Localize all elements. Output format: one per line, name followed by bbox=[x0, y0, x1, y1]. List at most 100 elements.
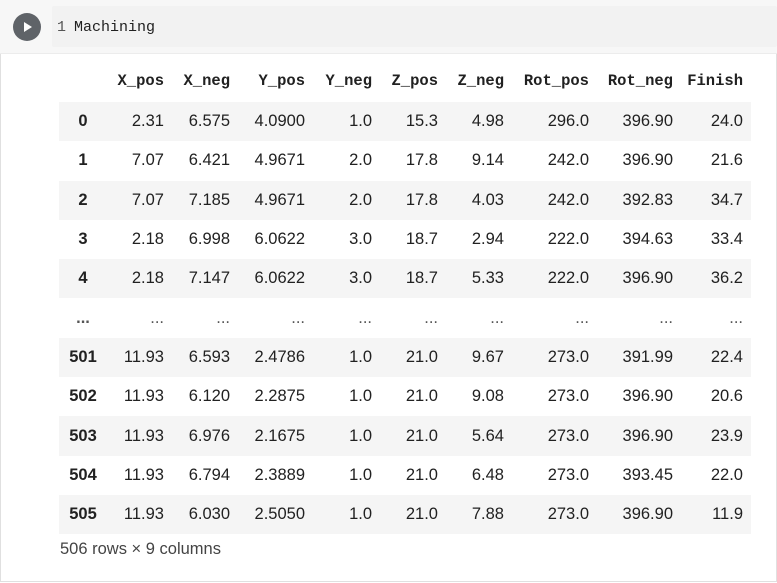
table-cell: 222.0 bbox=[547, 269, 589, 288]
table-cell: 17.8 bbox=[405, 151, 438, 170]
table-cell: 6.48 bbox=[471, 465, 504, 484]
row-index: 501 bbox=[69, 347, 97, 366]
table-cell: 4.9671 bbox=[254, 151, 305, 170]
header-row: X_pos X_neg Y_pos Y_neg Z_pos Z_neg Rot_… bbox=[59, 60, 751, 102]
row-index: 4 bbox=[78, 269, 88, 288]
table-row: 502 11.93 6.120 2.2875 1.0 21.0 9.08 273.0 396.9… bbox=[59, 377, 751, 416]
index-header bbox=[59, 60, 107, 102]
column-header: Finish bbox=[687, 72, 743, 90]
table-cell: 6.120 bbox=[188, 387, 230, 406]
table-cell: 2.3889 bbox=[254, 465, 305, 484]
table-cell: 2.4786 bbox=[254, 347, 305, 366]
table-cell: 222.0 bbox=[547, 230, 589, 249]
table-cell: 9.67 bbox=[471, 347, 504, 366]
table-cell: 4.03 bbox=[471, 190, 504, 209]
column-header: Y_neg bbox=[325, 72, 372, 90]
row-index: 505 bbox=[69, 505, 97, 524]
table-row: 501 11.93 6.593 2.4786 1.0 21.0 9.67 273.0 391.9… bbox=[59, 337, 751, 378]
table-cell: 2.5050 bbox=[254, 505, 305, 524]
table-cell: 21.0 bbox=[405, 387, 438, 406]
table-cell: 2.31 bbox=[131, 112, 164, 131]
table-cell: 21.0 bbox=[405, 426, 438, 445]
run-cell-button[interactable] bbox=[13, 13, 41, 41]
table-cell: 273.0 bbox=[547, 505, 589, 524]
table-cell: 394.63 bbox=[622, 230, 673, 249]
table-cell: 2.1675 bbox=[254, 426, 305, 445]
column-header: Z_neg bbox=[457, 72, 504, 90]
table-cell: 6.575 bbox=[188, 112, 230, 131]
table-cell: 3.0 bbox=[349, 230, 372, 249]
table-cell: 242.0 bbox=[547, 151, 589, 170]
table-cell: 5.33 bbox=[471, 269, 504, 288]
table-cell: ... bbox=[659, 308, 673, 327]
table-cell: 33.4 bbox=[710, 230, 743, 249]
table-cell: 1.0 bbox=[349, 112, 372, 131]
table-cell: 1.0 bbox=[349, 347, 372, 366]
table-cell: ... bbox=[150, 308, 164, 327]
table-cell: 2.0 bbox=[349, 151, 372, 170]
table-cell: 392.83 bbox=[622, 190, 673, 209]
table-cell: 1.0 bbox=[349, 465, 372, 484]
table-cell: 1.0 bbox=[349, 426, 372, 445]
table-row: 504 11.93 6.794 2.3889 1.0 21.0 6.48 273.0 393.4… bbox=[59, 456, 751, 495]
table-row: 505 11.93 6.030 2.5050 1.0 21.0 7.88 273.0 396.9… bbox=[59, 494, 751, 535]
table-cell: 21.6 bbox=[710, 151, 743, 170]
table-cell: 6.976 bbox=[188, 426, 230, 445]
play-icon bbox=[21, 21, 33, 33]
table-cell: ... bbox=[291, 308, 305, 327]
row-index: 502 bbox=[69, 387, 97, 406]
table-cell: 22.4 bbox=[710, 347, 743, 366]
table-cell: 4.9671 bbox=[254, 190, 305, 209]
table-cell: 1.0 bbox=[349, 505, 372, 524]
table-cell: 6.593 bbox=[188, 347, 230, 366]
table-cell: 2.0 bbox=[349, 190, 372, 209]
table-cell: 396.90 bbox=[622, 426, 673, 445]
table-cell: 7.147 bbox=[188, 269, 230, 288]
table-cell: 20.6 bbox=[710, 387, 743, 406]
table-cell: 15.3 bbox=[405, 112, 438, 131]
table-cell: 11.9 bbox=[712, 505, 743, 524]
table-cell: 18.7 bbox=[405, 269, 438, 288]
table-cell: 2.2875 bbox=[254, 387, 305, 406]
column-header: X_neg bbox=[183, 72, 230, 90]
code-editor[interactable] bbox=[52, 6, 777, 47]
table-cell: 18.7 bbox=[405, 230, 438, 249]
table-cell: ... bbox=[216, 308, 230, 327]
table-cell: 6.998 bbox=[188, 230, 230, 249]
table-cell: 24.0 bbox=[710, 112, 743, 131]
row-index: 3 bbox=[78, 230, 88, 249]
table-row: 1 7.07 6.421 4.9671 2.0 17.8 9.14 242.0 396.90 21… bbox=[59, 141, 751, 180]
table-cell: 273.0 bbox=[547, 426, 589, 445]
table-cell: 21.0 bbox=[405, 347, 438, 366]
table-cell: 9.14 bbox=[471, 151, 504, 170]
table-cell: 7.07 bbox=[131, 190, 164, 209]
table-cell: 36.2 bbox=[710, 269, 743, 288]
table-cell: 391.99 bbox=[622, 347, 673, 366]
table-cell: 11.93 bbox=[123, 426, 164, 445]
code-cell: 1 Machining bbox=[0, 0, 777, 54]
column-header: Rot_neg bbox=[607, 72, 673, 90]
table-cell: 21.0 bbox=[405, 465, 438, 484]
table-cell: 3.0 bbox=[349, 269, 372, 288]
code-line: 1 Machining bbox=[57, 17, 155, 37]
table-cell: 396.90 bbox=[622, 387, 673, 406]
table-cell: 2.94 bbox=[471, 230, 504, 249]
ellipsis-row: .............................. bbox=[59, 298, 751, 337]
table-cell: 7.88 bbox=[471, 505, 504, 524]
table-cell: 2.18 bbox=[131, 269, 164, 288]
table-cell: 273.0 bbox=[547, 387, 589, 406]
table-cell: 34.7 bbox=[710, 190, 743, 209]
table-row: 3 2.18 6.998 6.0622 3.0 18.7 2.94 222.0 394.63 33… bbox=[59, 220, 751, 259]
table-cell: ... bbox=[490, 308, 504, 327]
table-cell: 6.0622 bbox=[254, 269, 305, 288]
table-cell: ... bbox=[358, 308, 372, 327]
table-cell: 242.0 bbox=[547, 190, 589, 209]
table-cell: ... bbox=[575, 308, 589, 327]
table-cell: 11.93 bbox=[123, 347, 164, 366]
table-cell: 396.90 bbox=[622, 505, 673, 524]
table-cell: 6.0622 bbox=[254, 230, 305, 249]
table-cell: 4.0900 bbox=[254, 112, 305, 131]
table-body: 0 2.31 6.575 4.0900 1.0 15.3 4.98 296.0 396.90 24… bbox=[59, 102, 751, 535]
table-cell: 5.64 bbox=[471, 426, 504, 445]
row-count-summary: 506 rows × 9 columns bbox=[60, 540, 221, 558]
